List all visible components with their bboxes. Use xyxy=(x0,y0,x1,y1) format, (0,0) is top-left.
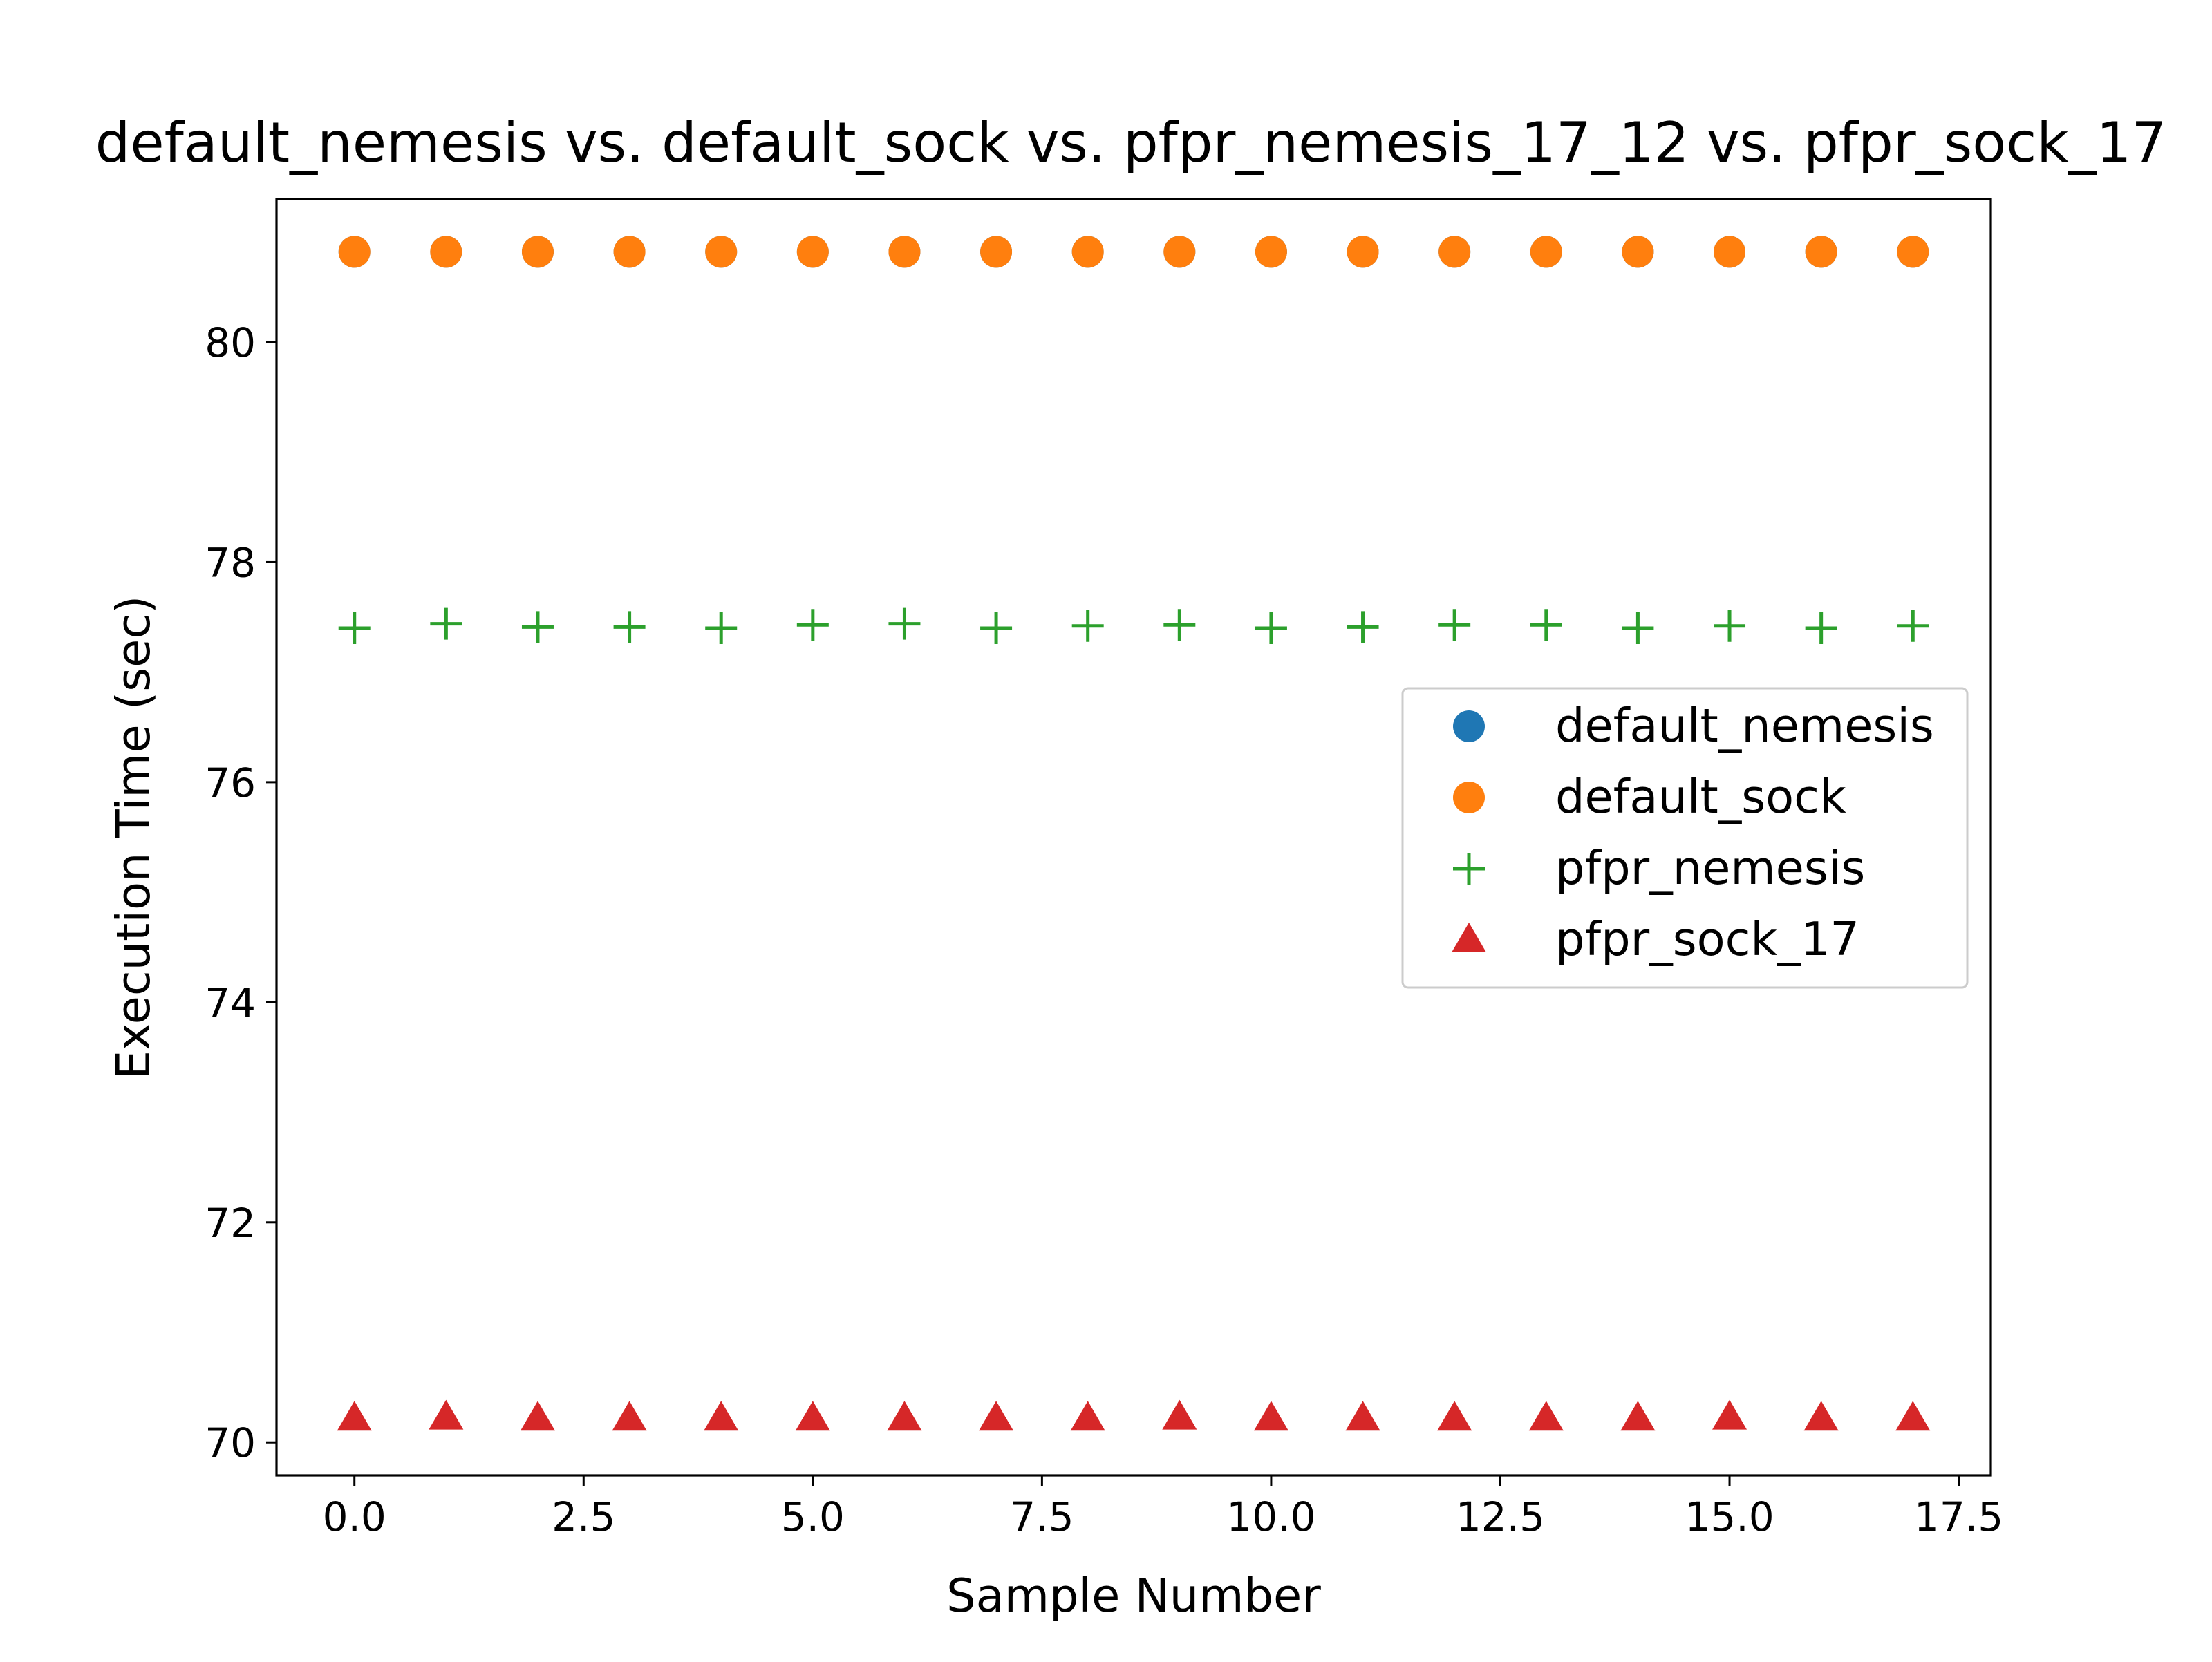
data-point-pfpr_sock_17 xyxy=(979,1401,1014,1431)
legend-label: pfpr_nemesis xyxy=(1555,841,1865,895)
data-point-default_sock xyxy=(796,236,829,268)
data-point-default_sock xyxy=(1897,236,1929,268)
data-point-pfpr_nemesis xyxy=(1530,609,1562,641)
data-point-pfpr_nemesis xyxy=(705,612,738,644)
data-point-pfpr_sock_17 xyxy=(1620,1401,1656,1431)
axes: 0.0 2.5 5.0 7.5 10.0 12.5 15.0 17.5 70 72 74 76 78 80 xyxy=(205,319,2003,1540)
data-point-pfpr_nemesis xyxy=(1347,611,1379,643)
data-point-default_sock xyxy=(1255,236,1287,268)
y-tick-label: 72 xyxy=(205,1200,256,1247)
series-pfpr_nemesis xyxy=(338,607,1929,644)
data-point-pfpr_sock_17 xyxy=(1528,1401,1564,1431)
data-point-pfpr_nemesis xyxy=(1622,612,1654,644)
x-tick-label: 10.0 xyxy=(1226,1493,1315,1540)
data-point-pfpr_sock_17 xyxy=(704,1401,739,1431)
legend-label: pfpr_sock_17 xyxy=(1555,912,1859,966)
data-point-pfpr_nemesis xyxy=(796,609,829,641)
x-tick-label: 5.0 xyxy=(781,1493,845,1540)
legend-marker-default_nemesis xyxy=(1453,710,1485,742)
legend-item: pfpr_nemesis xyxy=(1453,841,1865,895)
data-point-default_sock xyxy=(1805,236,1837,268)
data-point-default_sock xyxy=(613,236,646,268)
data-point-default_sock xyxy=(1714,236,1746,268)
data-point-default_sock xyxy=(1347,236,1379,268)
legend-marker-default_sock xyxy=(1453,782,1485,813)
data-point-default_sock xyxy=(705,236,738,268)
data-point-pfpr_sock_17 xyxy=(337,1401,372,1431)
y-tick-label: 80 xyxy=(205,319,256,366)
legend-label: default_sock xyxy=(1555,770,1846,824)
data-point-default_sock xyxy=(1438,236,1471,268)
data-point-pfpr_nemesis xyxy=(430,607,462,640)
legend-marker-pfpr_nemesis xyxy=(1453,853,1485,885)
series-default_sock xyxy=(338,236,1929,268)
data-point-pfpr_nemesis xyxy=(1163,609,1196,641)
y-tick-label: 78 xyxy=(205,539,256,586)
data-point-pfpr_nemesis xyxy=(1897,610,1929,642)
series-pfpr_sock_17 xyxy=(337,1399,1931,1431)
data-point-pfpr_nemesis xyxy=(1255,612,1287,644)
y-axis-label: Execution Time (sec) xyxy=(106,596,160,1080)
data-point-default_sock xyxy=(338,236,371,268)
data-point-pfpr_nemesis xyxy=(1438,609,1471,641)
legend-item: pfpr_sock_17 xyxy=(1452,912,1859,966)
data-point-pfpr_nemesis xyxy=(1071,610,1104,642)
data-point-pfpr_sock_17 xyxy=(1803,1401,1839,1431)
data-point-default_sock xyxy=(430,236,462,268)
x-tick-label: 2.5 xyxy=(552,1493,615,1540)
chart-title: default_nemesis vs. default_sock vs. pfp… xyxy=(95,111,2167,175)
data-point-default_sock xyxy=(1163,236,1196,268)
data-marks xyxy=(337,236,1931,1431)
data-point-pfpr_sock_17 xyxy=(1162,1399,1197,1430)
data-point-pfpr_sock_17 xyxy=(1712,1399,1747,1430)
data-point-pfpr_sock_17 xyxy=(1437,1401,1472,1431)
data-point-pfpr_nemesis xyxy=(888,607,921,640)
legend-item: default_nemesis xyxy=(1453,699,1934,753)
data-point-pfpr_nemesis xyxy=(613,611,646,643)
data-point-pfpr_nemesis xyxy=(1805,612,1837,644)
data-point-default_sock xyxy=(888,236,921,268)
x-axis-label: Sample Number xyxy=(946,1569,1321,1623)
data-point-default_sock xyxy=(1530,236,1562,268)
x-tick-label: 17.5 xyxy=(1914,1493,2003,1540)
legend-item: default_sock xyxy=(1453,770,1846,824)
data-point-default_sock xyxy=(980,236,1013,268)
legend-box xyxy=(1401,687,1969,989)
x-tick-label: 0.0 xyxy=(323,1493,386,1540)
y-tick-label: 74 xyxy=(205,979,256,1026)
data-point-pfpr_sock_17 xyxy=(1253,1401,1288,1431)
legend-marker-pfpr_sock_17 xyxy=(1452,923,1486,952)
data-point-pfpr_sock_17 xyxy=(1345,1401,1380,1431)
data-point-pfpr_nemesis xyxy=(338,612,371,644)
x-tick-label: 15.0 xyxy=(1685,1493,1774,1540)
data-point-default_sock xyxy=(1071,236,1104,268)
data-point-pfpr_nemesis xyxy=(1714,610,1746,642)
data-point-default_sock xyxy=(521,236,554,268)
data-point-pfpr_sock_17 xyxy=(429,1399,464,1430)
x-tick-label: 7.5 xyxy=(1010,1493,1074,1540)
y-tick-label: 76 xyxy=(205,759,256,806)
legend: default_nemesis default_sock pfpr_nemesisp… xyxy=(1401,687,1969,989)
data-point-pfpr_sock_17 xyxy=(1070,1401,1105,1431)
data-point-pfpr_sock_17 xyxy=(887,1401,922,1431)
data-point-pfpr_nemesis xyxy=(521,611,554,643)
x-tick-label: 12.5 xyxy=(1456,1493,1545,1540)
data-point-pfpr_nemesis xyxy=(980,612,1013,644)
data-point-pfpr_sock_17 xyxy=(612,1401,647,1431)
data-point-pfpr_sock_17 xyxy=(795,1401,830,1431)
legend-label: default_nemesis xyxy=(1555,699,1934,753)
data-point-pfpr_sock_17 xyxy=(1895,1401,1931,1431)
data-point-pfpr_sock_17 xyxy=(520,1401,555,1431)
data-point-default_sock xyxy=(1622,236,1654,268)
plot-frame xyxy=(275,198,1992,1477)
y-tick-label: 70 xyxy=(205,1419,256,1466)
